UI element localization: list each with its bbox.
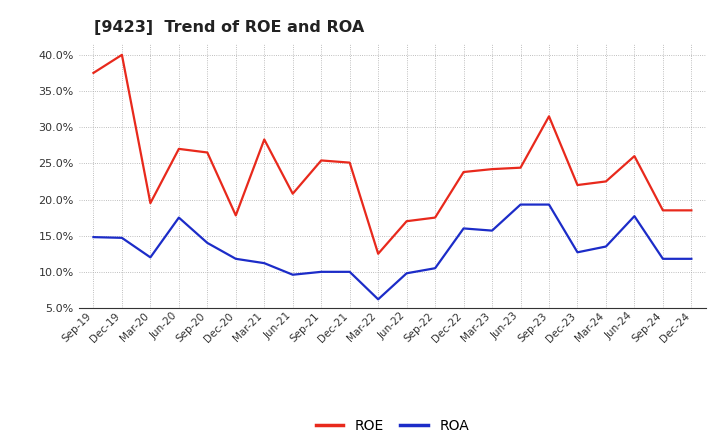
ROE bbox=[459, 169, 468, 175]
ROA bbox=[431, 266, 439, 271]
ROE bbox=[89, 70, 98, 76]
ROE bbox=[374, 251, 382, 257]
ROE bbox=[232, 213, 240, 218]
ROA bbox=[346, 269, 354, 275]
ROA bbox=[545, 202, 554, 207]
ROA bbox=[487, 228, 496, 233]
ROE bbox=[317, 158, 325, 163]
ROE bbox=[602, 179, 611, 184]
ROE bbox=[402, 219, 411, 224]
ROA bbox=[174, 215, 183, 220]
ROE bbox=[687, 208, 696, 213]
ROA bbox=[289, 272, 297, 277]
ROA bbox=[687, 256, 696, 261]
ROA bbox=[89, 235, 98, 240]
ROA bbox=[232, 256, 240, 261]
ROA bbox=[374, 297, 382, 302]
Line: ROE: ROE bbox=[94, 55, 691, 254]
ROA bbox=[260, 260, 269, 266]
ROE bbox=[487, 166, 496, 172]
Legend: ROE, ROA: ROE, ROA bbox=[310, 413, 474, 438]
ROA bbox=[573, 249, 582, 255]
ROE bbox=[573, 183, 582, 188]
ROA bbox=[516, 202, 525, 207]
ROA bbox=[146, 255, 155, 260]
ROE bbox=[545, 114, 554, 119]
ROA bbox=[117, 235, 126, 241]
ROA bbox=[630, 213, 639, 219]
ROE bbox=[630, 154, 639, 159]
ROE bbox=[260, 137, 269, 142]
ROE bbox=[516, 165, 525, 170]
ROA bbox=[459, 226, 468, 231]
ROE bbox=[146, 201, 155, 206]
ROE bbox=[346, 160, 354, 165]
ROE bbox=[289, 191, 297, 196]
ROE bbox=[117, 52, 126, 58]
ROE bbox=[203, 150, 212, 155]
ROA bbox=[203, 240, 212, 246]
ROA bbox=[602, 244, 611, 249]
Text: [9423]  Trend of ROE and ROA: [9423] Trend of ROE and ROA bbox=[94, 20, 364, 35]
ROE bbox=[174, 146, 183, 151]
ROA bbox=[317, 269, 325, 275]
ROA bbox=[659, 256, 667, 261]
ROE bbox=[431, 215, 439, 220]
ROA bbox=[402, 271, 411, 276]
ROE bbox=[659, 208, 667, 213]
Line: ROA: ROA bbox=[94, 205, 691, 299]
